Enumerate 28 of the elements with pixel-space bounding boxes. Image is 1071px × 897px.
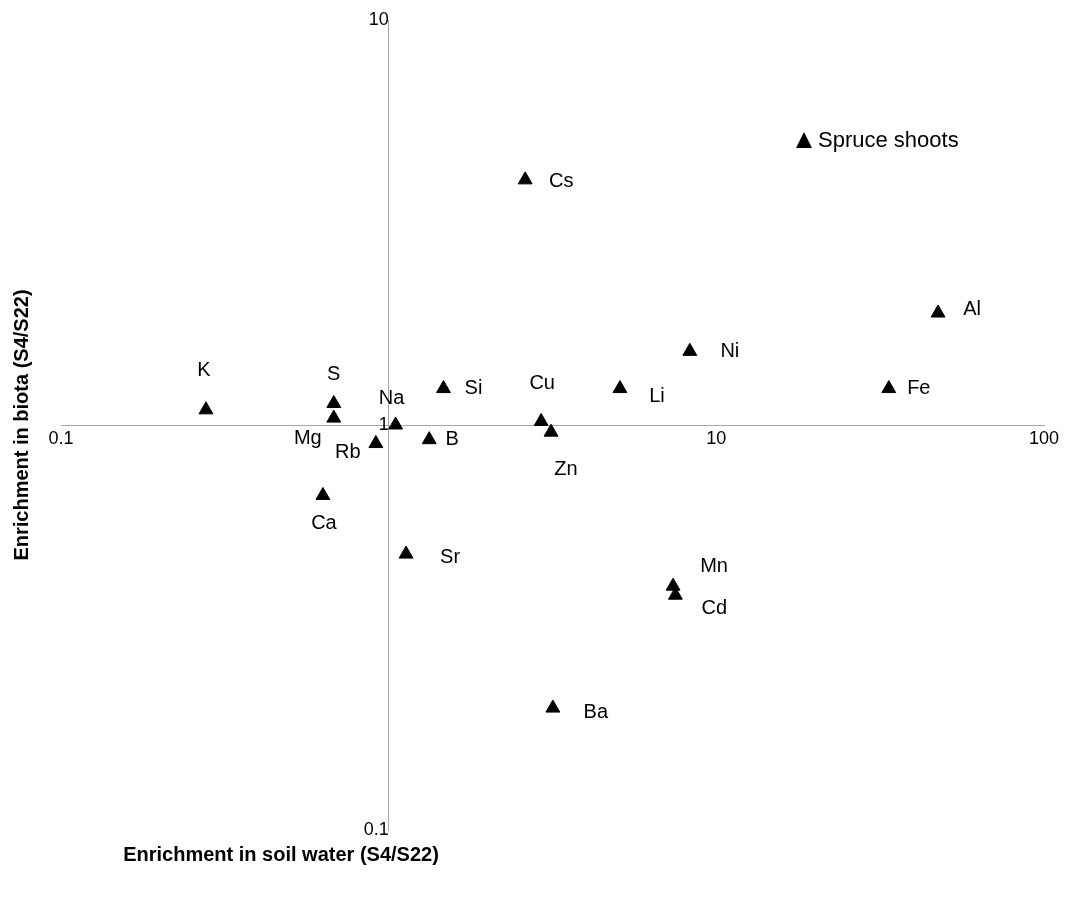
annotation: Mg: [293, 425, 322, 448]
annotation: K: [197, 358, 212, 381]
annotation: Cu: [529, 371, 555, 394]
x-tick-label: 100: [1028, 427, 1060, 448]
y-tick-label: 1: [378, 413, 389, 434]
annotation: Ca: [311, 510, 338, 533]
annotation: Zn: [554, 456, 578, 479]
x-tick-label: 0.1: [48, 427, 74, 448]
annotation: Ni: [720, 338, 740, 361]
annotation: Mn: [700, 553, 728, 576]
x-axis-title: Enrichment in soil water (S4/S22): [123, 842, 439, 865]
x-tick-label: 10: [706, 427, 727, 448]
annotation: Rb: [335, 440, 361, 463]
annotation: Na: [378, 385, 406, 408]
annotation: Cd: [701, 595, 728, 618]
annotation: Li: [649, 384, 665, 407]
y-axis-title: Enrichment in biota (S4/S22): [9, 289, 32, 561]
annotation: B: [445, 427, 459, 450]
annotation: Si: [464, 376, 483, 399]
annotation: Cs: [548, 169, 574, 192]
annotation: Sr: [440, 544, 461, 567]
y-tick-label: 0.1: [363, 818, 389, 839]
annotation: S: [327, 362, 341, 385]
annotation: Al: [963, 296, 981, 319]
annotation: Ba: [583, 699, 609, 722]
y-tick-label: 10: [368, 8, 389, 29]
annotation: Fe: [907, 376, 931, 399]
legend-label: Spruce shoots: [818, 127, 959, 153]
